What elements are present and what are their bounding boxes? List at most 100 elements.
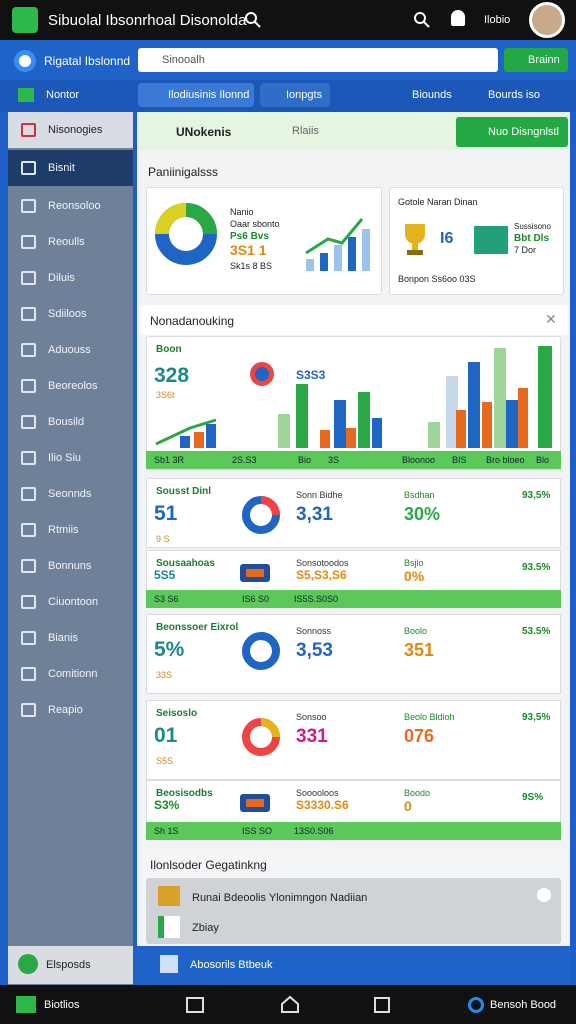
menu-icon[interactable] <box>14 50 36 72</box>
row-value: 51 <box>154 502 178 525</box>
search-icon[interactable] <box>413 11 431 29</box>
tab-label: Ilodiusinis Ilonnd <box>168 89 250 101</box>
row-value: S3% <box>154 798 180 812</box>
sidebar-icon <box>21 199 36 213</box>
card-text: Sussisono <box>514 222 551 231</box>
card-text: 7 Dor <box>514 245 537 255</box>
avatar[interactable] <box>529 2 565 38</box>
tab-label[interactable]: Bourds iso <box>488 89 540 101</box>
footer-icon <box>160 955 178 973</box>
row-right-value: 30% <box>404 504 441 524</box>
row-donut <box>240 564 270 582</box>
sidebar-item[interactable]: Bonnuns <box>8 548 133 584</box>
strip-label: Bio <box>298 455 312 465</box>
sidebar-icon <box>21 703 36 717</box>
toolbar-button-label: Brainn <box>528 54 560 66</box>
sidebar-item[interactable]: Seonnds <box>8 476 133 512</box>
row-mid-label: Sonn Bidhe <box>296 490 343 500</box>
nav-button[interactable] <box>186 997 204 1013</box>
search-icon[interactable] <box>244 11 262 29</box>
strip-label: Sb1 3R <box>154 455 185 465</box>
tab-icon <box>18 88 34 102</box>
sidebar-icon <box>21 559 36 573</box>
strip-label: 3S <box>328 455 340 465</box>
toolbar-button[interactable] <box>504 48 568 72</box>
sidebar-item[interactable]: Rtmiis <box>8 512 133 548</box>
row-mid-value: 3,53 <box>296 640 333 661</box>
tab[interactable] <box>138 83 254 107</box>
sidebar-icon <box>21 667 36 681</box>
nav-button[interactable] <box>374 997 390 1013</box>
tab[interactable] <box>260 83 330 107</box>
card-text: Sk1s 8 BS <box>230 261 273 271</box>
sidebar-icon <box>21 523 36 537</box>
chart-label: Boon <box>156 344 182 355</box>
row-value: 5S5 <box>154 568 176 582</box>
nav-icon[interactable] <box>16 996 36 1013</box>
row-card <box>146 478 561 548</box>
sidebar-item[interactable]: Bisnit <box>8 150 133 186</box>
row-right-value: 0 <box>404 798 412 814</box>
main-button[interactable] <box>456 117 568 147</box>
sidebar-icon <box>21 415 36 429</box>
sidebar-item[interactable]: Bousild <box>8 404 133 440</box>
row-mid-label: Sonnoss <box>296 626 332 636</box>
footer-icon <box>18 954 38 974</box>
item-badge <box>537 888 551 902</box>
alert-icon[interactable] <box>451 10 465 26</box>
row-mid-label: Sooooloos <box>296 788 339 798</box>
row-far: 93.5% <box>522 562 551 573</box>
row-donut <box>242 496 280 534</box>
nav-icon[interactable] <box>468 997 484 1013</box>
row-right-value: 351 <box>404 640 435 660</box>
nav-label[interactable]: Biotlios <box>44 999 80 1011</box>
sidebar-icon <box>21 271 36 285</box>
tab-label[interactable]: Biounds <box>412 89 452 101</box>
sidebar-item[interactable]: Reapio <box>8 692 133 728</box>
row-mid-value: 331 <box>296 726 328 747</box>
chart-strip: Sb1 3R 2S.S3 Bio 3S Bloonoo BIS Bro bloeo Blo <box>146 451 561 469</box>
sidebar-item[interactable]: Beoreolos <box>8 368 133 404</box>
sidebar-item[interactable]: Sdiiloos <box>8 296 133 332</box>
row-sub: 9 S <box>156 534 170 544</box>
sidebar-item[interactable]: Aduouss <box>8 332 133 368</box>
sidebar-item[interactable]: Ciuontoon <box>8 584 133 620</box>
user-name[interactable]: Ilobio <box>484 14 511 26</box>
main-button-label: Nuo Disngnlstl <box>488 126 559 138</box>
strip-label: IS6 S0 <box>242 594 270 604</box>
sidebar-item[interactable]: Bianis <box>8 620 133 656</box>
row-strip: Sh 1S ISS SO 13S0.S06 <box>146 822 561 840</box>
sidebar-item[interactable]: Comitionn <box>8 656 133 692</box>
sidebar-item[interactable]: Ilio Siu <box>8 440 133 476</box>
sidebar-icon <box>21 631 36 645</box>
card-text: Oaar sbonto <box>230 219 280 229</box>
row-far: 93,5% <box>522 490 551 501</box>
sidebar-item[interactable]: Reoulls <box>8 224 133 260</box>
search-box[interactable] <box>138 48 498 72</box>
strip-label: Bloonoo <box>402 455 436 465</box>
row-right-value: 076 <box>404 726 435 746</box>
close-icon[interactable]: ✕ <box>545 311 557 327</box>
sidebar-icon <box>21 487 36 501</box>
sidebar-item[interactable]: Diluis <box>8 260 133 296</box>
settings-item[interactable] <box>146 878 561 944</box>
app-title: Sibuolal Ibsonrhoal Disonolda <box>48 12 247 29</box>
sidebar-icon <box>21 451 36 465</box>
main-title: UNokenis <box>176 125 232 139</box>
main-footer-label: Abosorils Btbeuk <box>190 959 273 971</box>
sidebar-icon <box>21 595 36 609</box>
home-button[interactable] <box>280 995 300 1013</box>
strip-label: Sh 1S <box>154 826 179 836</box>
sidebar-item[interactable]: Nisonogies <box>8 112 133 148</box>
row-strip: S3 S6 IS6 S0 IS5S.S0S0 <box>146 590 561 608</box>
filter[interactable]: Rlaiis <box>292 125 319 137</box>
card-footer: Bonpon Ss6oo 03S <box>398 274 476 284</box>
toolbar-title: Rigatal Ibslonnd <box>44 54 131 68</box>
card-value: I6 <box>440 230 454 247</box>
row-right-label: Bsjlo <box>404 558 424 568</box>
row-label: Beosisodbs <box>156 788 213 799</box>
sidebar-item[interactable]: Reonsoloo <box>8 188 133 224</box>
row-far: 9S% <box>522 792 544 803</box>
nav-label[interactable]: Bensoh Bood <box>490 999 557 1011</box>
strip-label: 2S.S3 <box>232 455 257 465</box>
